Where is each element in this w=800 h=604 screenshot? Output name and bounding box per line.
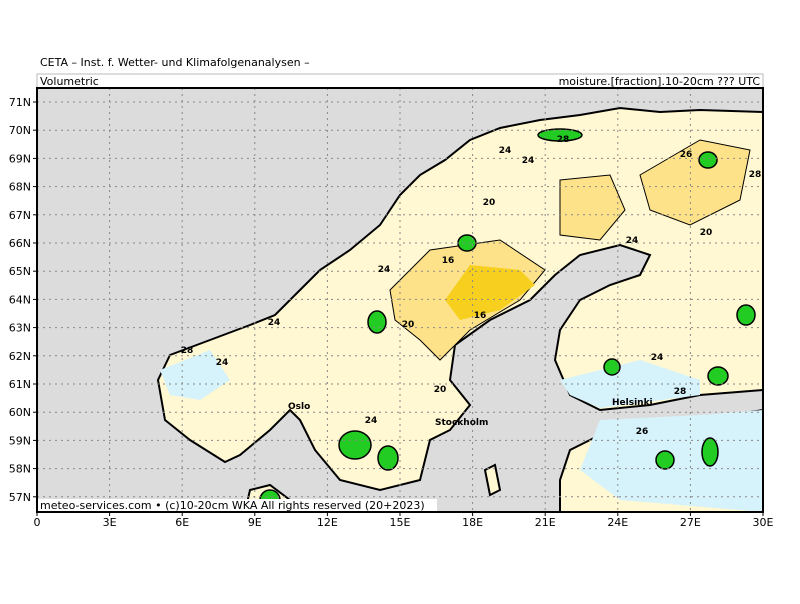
axis-labels: 0 3E 6E 9E 12E 15E 18E 21E 24E 27E 30E 71N 70N 69N 68N… (9, 96, 774, 529)
contour-label: 16 (442, 256, 455, 266)
graticule (37, 88, 763, 512)
y-tick-label: 61N (9, 378, 31, 391)
contour-label: 24 (365, 416, 378, 426)
dry-region (639, 139, 751, 226)
wet-region (560, 360, 700, 408)
y-tick-label: 71N (9, 96, 31, 109)
contour-label: 24 (378, 265, 391, 275)
source: CETA – Inst. f. Wetter- und Klimafolgena… (40, 56, 310, 69)
x-tick-label: 30E (753, 516, 774, 529)
y-tick-label: 57N (9, 491, 31, 504)
y-tick-label: 64N (9, 293, 31, 306)
contour-label: 24 (522, 156, 535, 166)
contour-label: 28 (557, 135, 570, 145)
y-tick-label: 63N (9, 322, 31, 335)
contour-label: 26 (636, 427, 649, 437)
very-dry-region (445, 265, 535, 320)
spot (655, 450, 675, 470)
y-tick-label: 59N (9, 434, 31, 447)
city-label: Oslo (288, 402, 310, 412)
contour-label: 24 (651, 353, 664, 363)
contour-label: 24 (499, 146, 512, 156)
y-tick-label: 67N (9, 209, 31, 222)
spot (338, 430, 372, 460)
contour-label: 20 (434, 385, 447, 395)
x-tick-label: 18E (462, 516, 483, 529)
x-tick-label: 6E (175, 516, 189, 529)
contour-label: 26 (680, 150, 693, 160)
spot (367, 310, 387, 334)
y-tick-label: 62N (9, 350, 31, 363)
contour-label: 28 (181, 346, 194, 356)
contour-label: 24 (216, 358, 229, 368)
spot (377, 445, 399, 471)
y-tick-label: 68N (9, 181, 31, 194)
x-tick-label: 12E (317, 516, 338, 529)
map-area: 24 24 28 26 28 20 16 16 24 20 20 24 24 24 28 24 20 24 26 28… (37, 88, 763, 512)
footer: meteo-services.com • (c)10-20cm WKA All … (40, 499, 425, 512)
y-tick-label: 70N (9, 124, 31, 137)
contour-label: 28 (749, 170, 762, 180)
x-tick-label: 9E (248, 516, 262, 529)
spot (701, 437, 719, 467)
contour-labels: 24 24 28 26 28 20 16 16 24 20 20 24 24 24 28 24 20 24 26 28 (181, 135, 762, 437)
dry-region (559, 174, 626, 241)
contour-label: 20 (402, 320, 415, 330)
header-left: Volumetric (40, 75, 99, 88)
spot (698, 151, 718, 169)
contour-label: 24 (626, 236, 639, 246)
city-label: Stockholm (435, 418, 488, 428)
contour-label: 16 (474, 311, 487, 321)
x-tick-label: 15E (390, 516, 411, 529)
y-tick-label: 60N (9, 406, 31, 419)
x-tick-label: 27E (680, 516, 701, 529)
x-tick-label: 21E (535, 516, 556, 529)
footer-box (37, 499, 437, 512)
contour-label: 20 (483, 198, 496, 208)
wet-region (160, 350, 230, 400)
y-tick-label: 58N (9, 463, 31, 476)
spot (736, 304, 756, 326)
spot (457, 234, 477, 252)
header-right: moisture.[fraction].10-20cm ??? UTC (559, 75, 761, 88)
spot (707, 366, 729, 386)
x-tick-label: 3E (103, 516, 117, 529)
contour-label: 28 (674, 387, 687, 397)
y-tick-label: 66N (9, 237, 31, 250)
x-tick-label: 0 (34, 516, 41, 529)
city-label: Helsinki (612, 398, 653, 408)
spot (537, 128, 583, 142)
x-tick-label: 24E (607, 516, 628, 529)
y-tick-label: 69N (9, 152, 31, 165)
land (483, 463, 502, 497)
green-spots (259, 128, 756, 511)
spot (603, 358, 621, 376)
contour-label: 20 (700, 228, 713, 238)
y-tick-label: 65N (9, 265, 31, 278)
contour-label: 24 (268, 318, 281, 328)
